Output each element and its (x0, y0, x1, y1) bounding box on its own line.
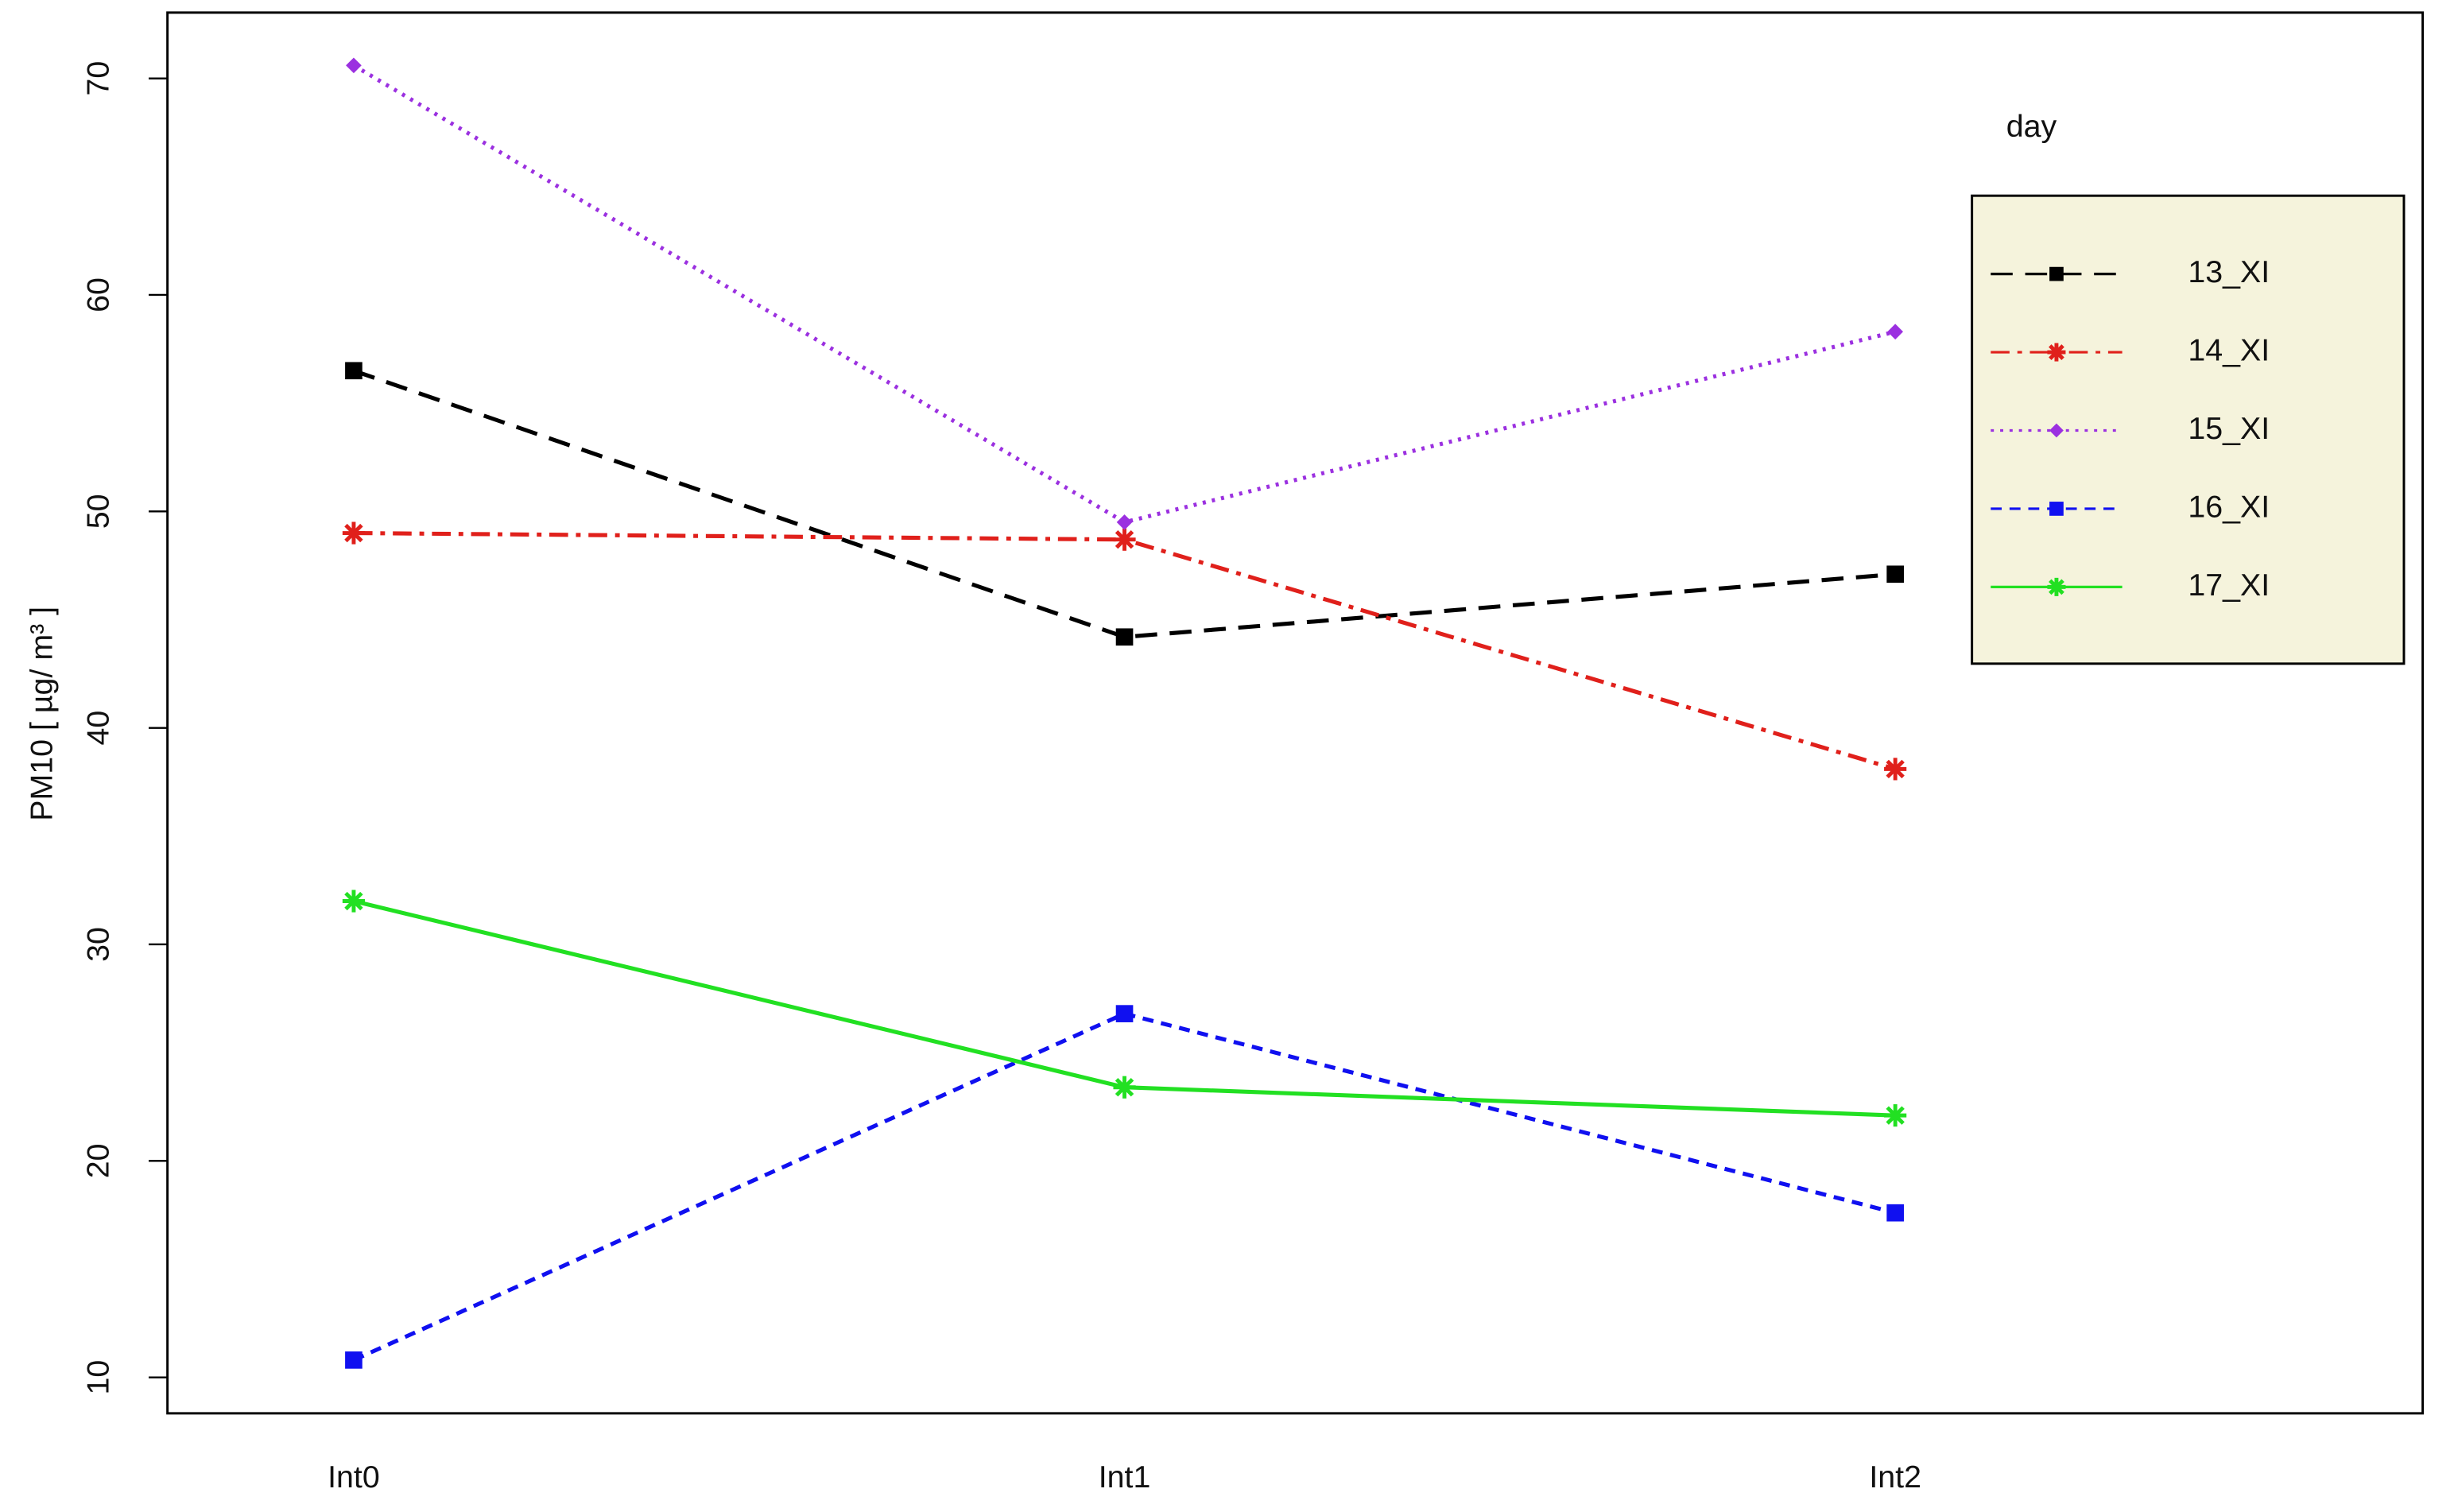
marker (1113, 528, 1136, 551)
marker (346, 57, 362, 74)
x-tick-label: Int1 (1099, 1460, 1151, 1495)
marker-stroke (1115, 1078, 1134, 1097)
marker (1887, 324, 1903, 340)
marker (2049, 423, 2064, 438)
marker (2049, 502, 2064, 516)
series-line (353, 530, 1896, 771)
marker-stroke (2049, 579, 2064, 595)
marker-stroke (344, 891, 363, 911)
y-tick-label: 10 (80, 1360, 115, 1395)
marker-stroke (1115, 530, 1134, 549)
marker (342, 890, 366, 913)
y-tick-label: 20 (80, 1143, 115, 1178)
marker (1886, 565, 1904, 583)
marker (1884, 1104, 1907, 1127)
marker-stroke (1886, 759, 1905, 779)
marker (1115, 628, 1134, 646)
marker (345, 1351, 362, 1369)
y-tick-label: 40 (80, 711, 115, 746)
marker (1886, 1204, 1904, 1222)
marker-stroke (1886, 1106, 1905, 1125)
series-line (352, 64, 1896, 525)
marker (1884, 758, 1907, 781)
marker (2047, 343, 2066, 362)
y-tick-label: 30 (80, 927, 115, 962)
marker (345, 362, 362, 380)
marker (1115, 1005, 1134, 1022)
x-tick-label: Int2 (1869, 1460, 1921, 1495)
legend-label: 14_XI (2188, 332, 2270, 367)
marker (1116, 514, 1133, 530)
legend-label: 16_XI (2188, 489, 2270, 524)
marker (342, 521, 366, 545)
legend-label: 17_XI (2188, 568, 2270, 603)
y-axis-label: PM10 [ µg/ m³ ] (25, 607, 60, 821)
marker (2047, 577, 2066, 596)
marker-stroke (2049, 344, 2064, 360)
series-line (353, 368, 1896, 639)
series-line (352, 1011, 1896, 1363)
y-tick-label: 70 (80, 61, 115, 96)
legend-title: day (2006, 109, 2057, 144)
marker (1113, 1076, 1136, 1099)
marker (2049, 266, 2064, 281)
x-tick-label: Int0 (328, 1460, 380, 1495)
plot-frame (166, 11, 2425, 1415)
y-tick-label: 50 (80, 494, 115, 529)
legend-label: 13_XI (2188, 254, 2270, 289)
y-tick-label: 60 (80, 277, 115, 312)
legend-label: 15_XI (2188, 411, 2270, 446)
marker-stroke (344, 523, 363, 543)
